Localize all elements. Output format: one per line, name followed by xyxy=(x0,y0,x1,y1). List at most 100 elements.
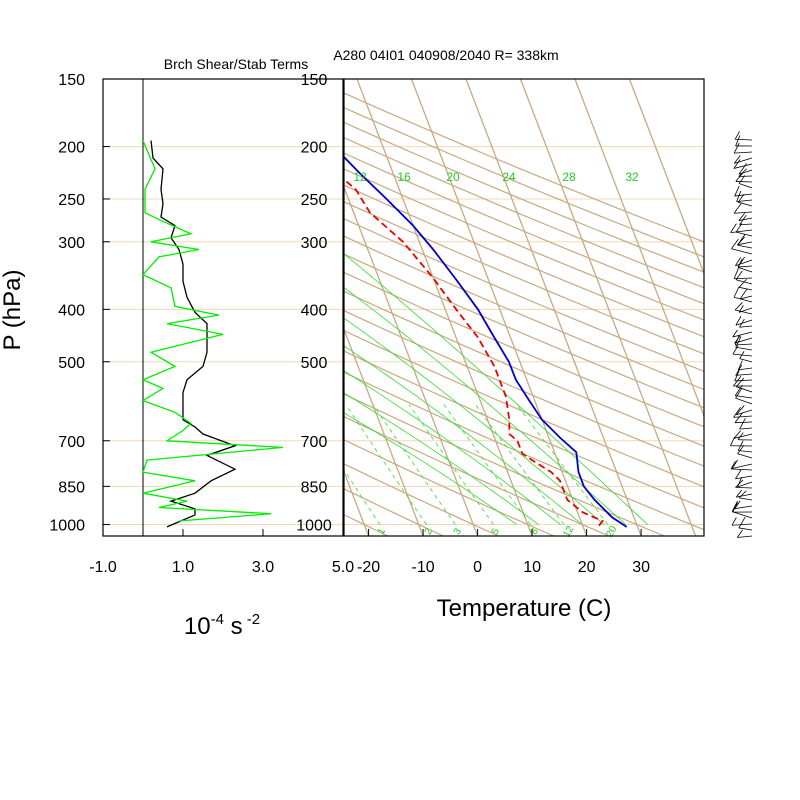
wind-barb-flag xyxy=(731,238,739,249)
wind-barb xyxy=(731,468,753,471)
mixing-ratio-line xyxy=(443,404,531,525)
y-tick-label: 300 xyxy=(301,235,328,252)
mixing-ratio-label: 2 xyxy=(423,526,436,537)
dry-adiabat xyxy=(344,439,555,536)
x-tick-label: -1.0 xyxy=(89,559,117,576)
isotherm xyxy=(344,185,479,536)
wind-barb xyxy=(740,295,753,300)
wind-barb xyxy=(737,265,753,268)
y-tick-label: 850 xyxy=(58,479,85,496)
dry-adiabat xyxy=(344,184,704,338)
wind-barb-flag xyxy=(733,267,739,279)
x-tick-label: 10 xyxy=(523,559,541,576)
moist-adiabat-label: 16 xyxy=(397,170,411,184)
isotherm xyxy=(84,79,259,536)
isotherm xyxy=(628,79,704,276)
wind-barb-flag xyxy=(735,270,743,280)
dry-adiabat xyxy=(344,393,665,536)
wind-barb xyxy=(733,415,753,418)
wind-barb-flag xyxy=(736,529,743,538)
wind-barb xyxy=(734,505,753,510)
wind-barb xyxy=(738,201,753,207)
wind-barb-flag xyxy=(738,212,746,221)
y-tick-label: 200 xyxy=(58,140,85,157)
dry-adiabat xyxy=(344,121,704,273)
wind-barb-flag xyxy=(737,234,746,246)
wind-barb xyxy=(735,346,753,351)
wind-barb-flag xyxy=(735,223,743,233)
wind-barb xyxy=(735,395,753,399)
wind-barb-flag xyxy=(736,405,745,416)
moist-adiabat xyxy=(344,345,583,525)
wind-barb-flag xyxy=(733,430,741,439)
y-tick-label: 1000 xyxy=(49,518,85,535)
moist-adiabat xyxy=(344,317,605,525)
wind-barb-flag xyxy=(733,155,741,164)
wind-barb xyxy=(732,331,753,338)
wind-barb xyxy=(738,217,753,221)
wind-barb xyxy=(738,450,753,453)
left-plot-frame xyxy=(102,78,344,537)
wind-barb-flag xyxy=(735,377,745,387)
wind-barb xyxy=(730,229,753,234)
wind-barb-flag xyxy=(733,203,742,214)
dry-adiabat xyxy=(344,253,704,409)
wind-barb-flag xyxy=(739,351,745,359)
wind-barb-flag xyxy=(738,175,746,184)
moist-adiabat xyxy=(344,392,539,525)
wind-barb xyxy=(737,481,753,488)
wind-barb-flag xyxy=(739,288,748,300)
y-tick-label: 400 xyxy=(58,302,85,319)
y-tick-label: 500 xyxy=(301,355,328,372)
wind-barb-flag xyxy=(734,185,740,197)
isotherm xyxy=(519,79,697,536)
wind-barb-flag xyxy=(731,500,739,512)
dry-adiabat xyxy=(344,271,704,428)
wind-barb xyxy=(731,248,753,255)
moist-adiabat xyxy=(344,412,518,525)
wind-barb-flag xyxy=(738,168,747,177)
wind-barb-flag xyxy=(739,318,745,328)
x-tick-label: -20 xyxy=(357,559,380,576)
mixing-ratio-label: 12 xyxy=(561,524,576,540)
wind-barb xyxy=(739,358,753,363)
wind-barb xyxy=(738,183,753,189)
wind-barb xyxy=(735,343,753,346)
wind-barb-flag xyxy=(737,360,743,371)
wind-barb-flag xyxy=(735,469,742,480)
skewt-plot-area xyxy=(84,79,704,536)
dry-adiabat xyxy=(344,235,704,391)
x-tick-label: 0 xyxy=(473,559,482,576)
dry-adiabat xyxy=(344,201,704,355)
wind-barb xyxy=(734,157,753,164)
isotherm xyxy=(465,79,642,536)
wind-barb xyxy=(735,475,753,480)
wind-barb xyxy=(734,309,753,315)
wind-barb xyxy=(735,373,753,376)
wind-barb xyxy=(731,523,753,526)
wind-barb-flag xyxy=(733,142,740,154)
dry-adiabat xyxy=(344,136,704,289)
moist-adiabat-label: 32 xyxy=(625,170,639,184)
wind-barb-flag xyxy=(731,517,737,526)
left-panel-title: Brch Shear/Stab Terms xyxy=(164,56,308,72)
x-tick-label: 1.0 xyxy=(172,559,194,576)
wind-barb xyxy=(734,151,753,154)
moist-adiabat-label: 20 xyxy=(446,170,460,184)
wind-barb-flag xyxy=(734,131,740,140)
wind-barb xyxy=(739,325,753,328)
wind-barb-flag xyxy=(735,257,742,266)
wind-barb-flag xyxy=(736,190,742,202)
mixing-ratio-label: 3 xyxy=(452,526,465,537)
wind-barb-flag xyxy=(731,459,738,469)
right-panel: 12 16 20 24 28 321 2 3 5 8 12 201502002503004005007… xyxy=(84,72,705,576)
right-panel-title: A280 04I01 040908/2040 R= 338km xyxy=(333,47,558,63)
wind-barb xyxy=(735,231,753,237)
wind-barb-flag xyxy=(735,173,743,182)
isotherm xyxy=(344,469,370,536)
wind-barb xyxy=(735,259,753,267)
y-tick-label: 400 xyxy=(301,302,328,319)
y-tick-label: 150 xyxy=(301,72,328,89)
wind-barb xyxy=(739,223,753,226)
moist-adiabat xyxy=(344,253,648,525)
